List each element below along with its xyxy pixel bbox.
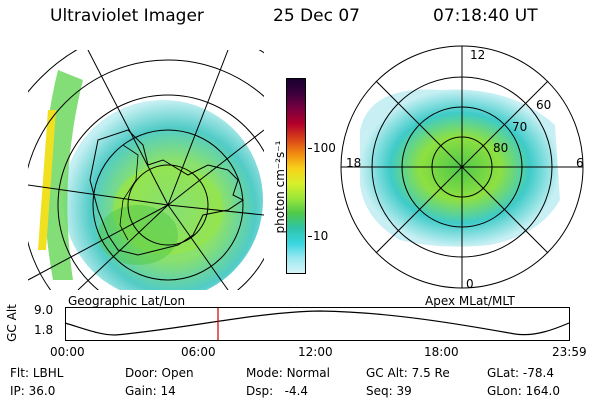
mlt-label-12: 12 — [470, 48, 486, 62]
geographic-image — [28, 50, 264, 290]
colorbar-tick-10: 10 — [313, 229, 329, 243]
alt-ytick-low: 1.8 — [34, 323, 54, 337]
colorbar-tick-mark — [308, 236, 312, 237]
status-glon: GLon: 164.0 — [487, 384, 560, 398]
alt-ytick-high: 9.0 — [34, 303, 54, 317]
instrument-title: Ultraviolet Imager — [50, 6, 204, 26]
right-panel-label: Apex MLat/MLT — [425, 294, 515, 308]
left-panel-label: Geographic Lat/Lon — [68, 294, 186, 308]
status-ip: IP: 36.0 — [10, 384, 56, 398]
colorbar-tick-100: 100 — [313, 141, 336, 155]
date-label: 25 Dec 07 — [273, 6, 360, 26]
time-label: 07:18:40 UT — [433, 6, 538, 26]
mlt-label-6: 6 — [576, 156, 584, 170]
colorbar-unit-label: photon cm⁻²s⁻¹ — [273, 140, 287, 234]
status-mode: Mode: Normal — [246, 366, 330, 380]
alt-axis-title: GC Alt — [5, 304, 19, 342]
mlat-label-70: 70 — [512, 120, 528, 134]
status-filter: Flt: LBHL — [10, 366, 64, 380]
status-glat: GLat: -78.4 — [487, 366, 554, 380]
colorbar-tick-mark — [308, 148, 312, 149]
status-seq: Seq: 39 — [366, 384, 412, 398]
mlt-label-0: 0 — [466, 277, 474, 291]
alt-xtick-0: 00:00 — [50, 345, 85, 359]
mlt-label-18: 18 — [346, 156, 362, 170]
status-gain: Gain: 14 — [125, 384, 176, 398]
magnetic-polar-plot — [340, 45, 584, 289]
alt-xtick-4: 23:59 — [552, 345, 587, 359]
alt-xtick-3: 18:00 — [424, 345, 459, 359]
status-dsp: Dsp: -4.4 — [246, 384, 309, 398]
mlat-label-60: 60 — [536, 98, 552, 112]
colorbar — [286, 78, 306, 274]
alt-xtick-1: 06:00 — [181, 345, 216, 359]
mlat-label-80: 80 — [493, 141, 509, 155]
status-gc-alt: GC Alt: 7.5 Re — [366, 366, 450, 380]
status-door: Door: Open — [125, 366, 194, 380]
altitude-plot — [64, 307, 570, 341]
alt-xtick-2: 12:00 — [298, 345, 333, 359]
